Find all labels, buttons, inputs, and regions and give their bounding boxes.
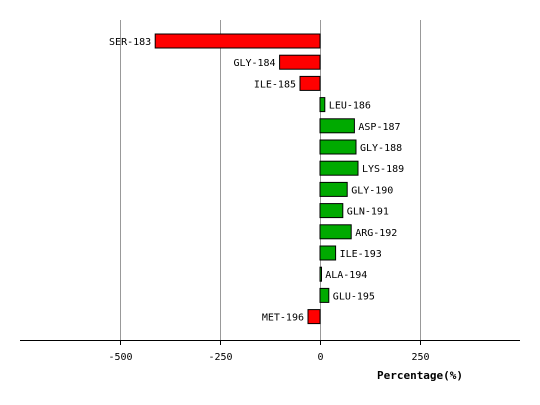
category-labels: SER-183 GLY-184 ILE-185 LEU-186 ASP-187 GLY-1… — [109, 37, 404, 324]
x-tick-label: 250 — [411, 352, 429, 363]
bar — [319, 181, 348, 197]
bar — [319, 224, 352, 240]
category-label: ILE-193 — [340, 249, 382, 260]
x-tick-label: -500 — [108, 352, 132, 363]
grid-lines — [120, 20, 421, 340]
category-label: GLY-184 — [233, 58, 275, 69]
bars — [154, 33, 359, 325]
category-label: GLY-190 — [351, 185, 393, 196]
x-axis-title: Percentage(%) — [377, 369, 463, 382]
bar — [319, 97, 326, 113]
category-label: GLN-191 — [347, 207, 389, 218]
bar — [319, 203, 344, 219]
bar — [319, 160, 359, 176]
bar — [319, 287, 330, 303]
category-label: GLY-188 — [360, 143, 402, 154]
bar — [307, 309, 321, 325]
bar — [319, 118, 355, 134]
category-label: GLU-195 — [333, 291, 375, 302]
x-tick-label: -250 — [208, 352, 232, 363]
bar — [154, 33, 321, 49]
category-label: ILE-185 — [254, 79, 296, 90]
category-label: ARG-192 — [355, 228, 397, 239]
bar — [279, 54, 321, 70]
bar — [319, 266, 322, 282]
x-tick-label: 0 — [317, 352, 323, 363]
category-label: LEU-186 — [329, 101, 371, 112]
category-label: MET-196 — [262, 313, 304, 324]
category-label: ALA-194 — [325, 270, 367, 281]
bar — [319, 139, 357, 155]
category-label: ASP-187 — [358, 122, 400, 133]
bar — [299, 75, 321, 91]
category-label: LYS-189 — [362, 164, 404, 175]
bar — [319, 245, 337, 261]
x-axis: -500 -250 0 250 — [20, 340, 520, 363]
category-label: SER-183 — [109, 37, 151, 48]
